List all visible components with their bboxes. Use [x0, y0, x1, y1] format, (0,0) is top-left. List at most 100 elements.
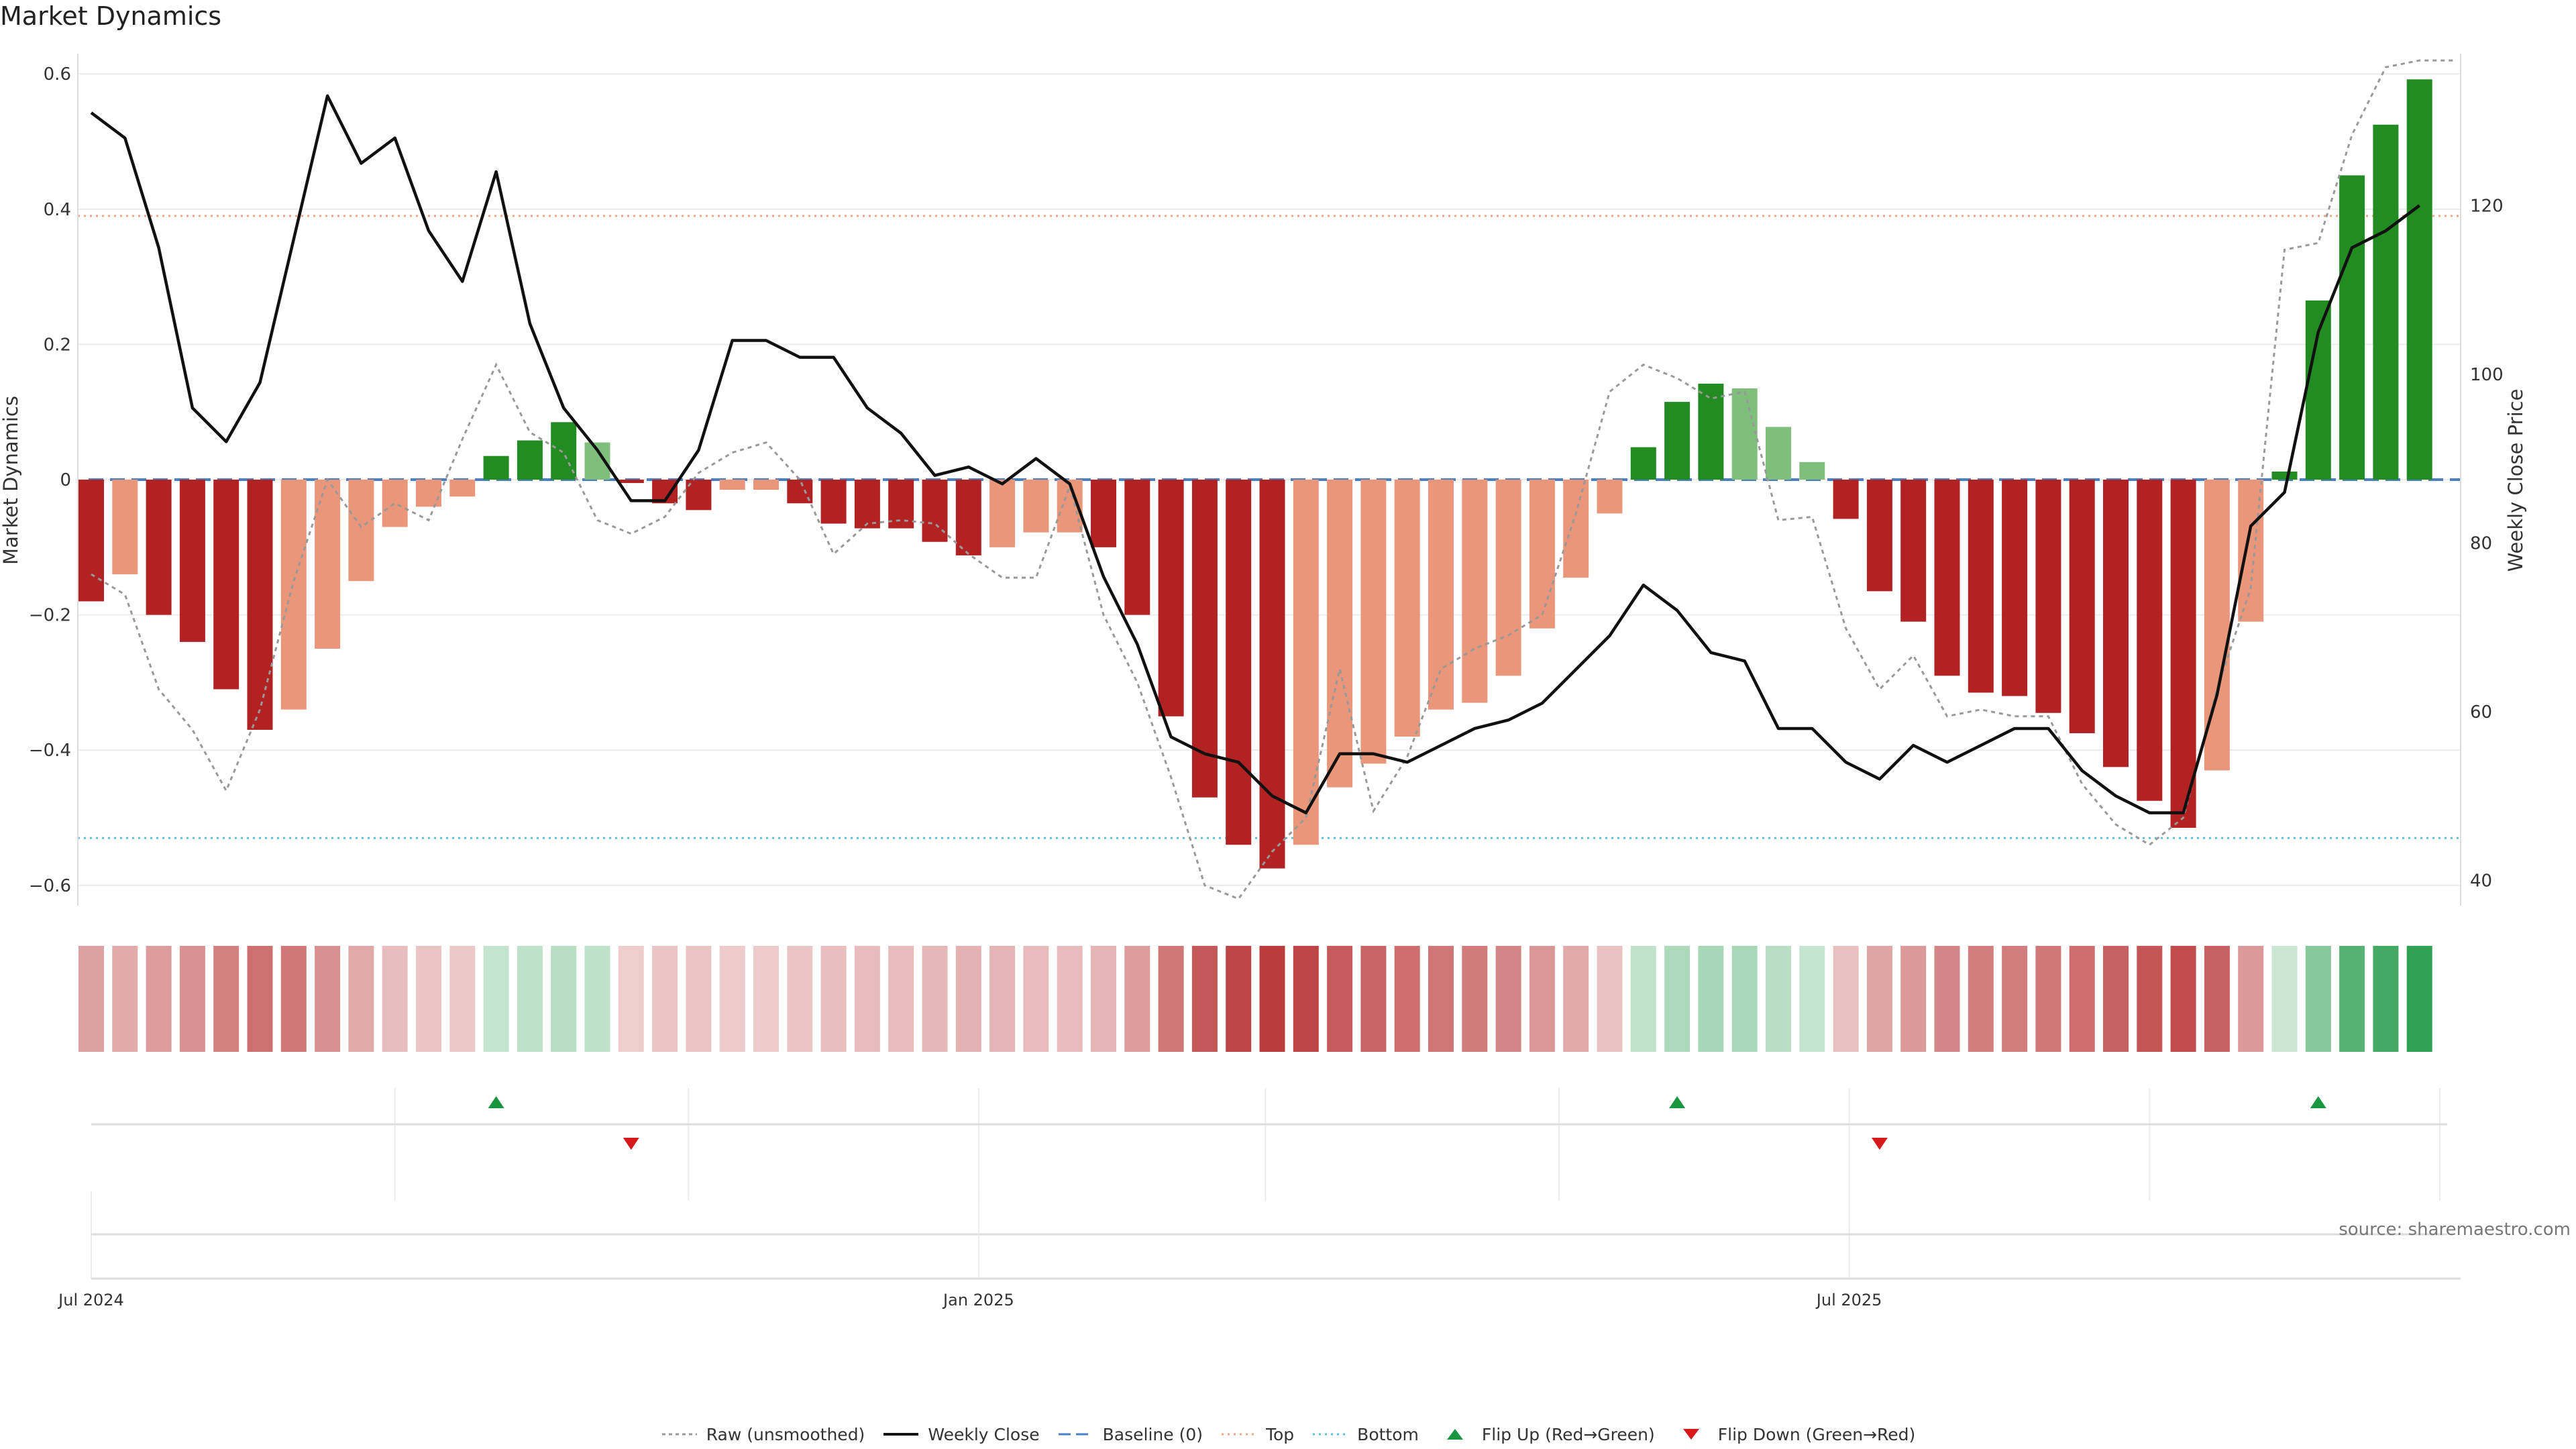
y2-axis-label: Weekly Close Price — [2504, 389, 2527, 572]
legend-label: Weekly Close — [928, 1424, 1040, 1444]
flip-markers-panel — [91, 1088, 2447, 1201]
momentum-bar — [1664, 402, 1690, 480]
momentum-bar — [618, 480, 644, 484]
legend-swatch-flip_down — [1682, 1429, 1699, 1440]
legend-item-close: Weekly Close — [882, 1424, 1040, 1444]
heat-cell — [1023, 946, 1049, 1052]
momentum-bar — [2238, 480, 2264, 622]
momentum-bar — [1091, 480, 1116, 547]
heat-cell — [2339, 946, 2365, 1052]
flip-down-marker — [623, 1138, 639, 1150]
source-credit: source: sharemaestro.com — [2339, 1220, 2571, 1240]
momentum-bar — [1023, 480, 1049, 533]
momentum-bar — [1293, 480, 1319, 845]
legend-swatch-top — [1221, 1433, 1256, 1436]
heat-cell — [2035, 946, 2061, 1052]
momentum-bar — [78, 480, 104, 602]
heat-cell — [213, 946, 239, 1052]
x-tick-label: Jul 2024 — [57, 1291, 124, 1309]
heat-cell — [1866, 946, 1892, 1052]
heat-cell — [179, 946, 205, 1052]
heat-cell — [652, 946, 678, 1052]
momentum-bar — [146, 480, 172, 615]
heat-cell — [1462, 946, 1488, 1052]
heat-cell — [2305, 946, 2331, 1052]
momentum-bar — [2137, 480, 2163, 801]
heat-cell — [1495, 946, 1521, 1052]
momentum-bar — [1226, 480, 1252, 845]
legend-item-raw: Raw (unsmoothed) — [661, 1425, 865, 1444]
heat-cell — [1563, 946, 1589, 1052]
legend-item-flip_down: Flip Down (Green→Red) — [1672, 1424, 1916, 1444]
heat-cell — [820, 946, 847, 1052]
bottom-panel: Jul 2024 Jan 2025 Jul 2025 — [57, 1191, 2461, 1309]
heat-cell — [2204, 946, 2230, 1052]
momentum-bar — [483, 455, 509, 480]
heat-cell — [1934, 946, 1960, 1052]
heat-cell — [989, 946, 1016, 1052]
momentum-bar — [247, 480, 273, 730]
momentum-bar — [1462, 480, 1488, 703]
momentum-bar — [820, 480, 847, 524]
momentum-bar — [1158, 480, 1184, 716]
heat-cell — [247, 946, 273, 1052]
heat-cell — [854, 946, 880, 1052]
heat-cell — [1327, 946, 1353, 1052]
heat-cell — [1091, 946, 1116, 1052]
heat-cell — [1124, 946, 1150, 1052]
heat-cell — [888, 946, 914, 1052]
heat-cell — [1799, 946, 1825, 1052]
heat-cell — [483, 946, 509, 1052]
weekly-close-series — [90, 94, 2421, 814]
momentum-bar — [888, 480, 914, 529]
heat-cell — [1428, 946, 1454, 1052]
weekly-close-line — [90, 94, 2421, 814]
heat-cell — [1394, 946, 1420, 1052]
heat-cell — [1597, 946, 1623, 1052]
heat-cell — [2002, 946, 2028, 1052]
momentum-bar — [315, 480, 341, 649]
heat-cell — [1259, 946, 1285, 1052]
momentum-bar — [2271, 471, 2298, 480]
legend-swatch-raw — [661, 1433, 697, 1436]
legend: Raw (unsmoothed) Weekly Close Baseline (0)… — [0, 1421, 2576, 1448]
legend-label: Flip Down (Green→Red) — [1717, 1424, 1916, 1444]
momentum-bar — [2373, 124, 2399, 480]
heat-cell — [787, 946, 813, 1052]
momentum-bar — [382, 480, 408, 527]
heat-strip — [78, 946, 2432, 1052]
momentum-bar — [517, 440, 543, 480]
heat-cell — [1900, 946, 1927, 1052]
heat-cell — [922, 946, 948, 1052]
momentum-bar — [1563, 480, 1589, 578]
momentum-bar — [348, 480, 374, 582]
flip-down-marker — [1871, 1138, 1888, 1150]
momentum-bar — [1833, 480, 1859, 519]
legend-swatch-flip_up — [1446, 1429, 1463, 1440]
heat-cell — [1158, 946, 1184, 1052]
y2-tick-label: 60 — [2470, 702, 2492, 722]
y-tick-label: 0.2 — [44, 335, 71, 355]
heat-cell — [1766, 946, 1791, 1052]
heat-cell — [1968, 946, 1994, 1052]
legend-item-baseline: Baseline (0) — [1057, 1425, 1203, 1444]
legend-item-flip_up: Flip Up (Red→Green) — [1436, 1425, 1655, 1444]
momentum-bar — [112, 480, 138, 575]
legend-label: Top — [1265, 1424, 1295, 1444]
heat-cell — [112, 946, 138, 1052]
heat-cell — [348, 946, 374, 1052]
momentum-bar — [1731, 388, 1758, 480]
heat-cell — [2170, 946, 2196, 1052]
flip-up-marker — [1669, 1096, 1686, 1108]
momentum-bar — [2170, 480, 2196, 828]
momentum-bar — [416, 480, 441, 507]
momentum-bar — [1360, 480, 1387, 764]
heat-cell — [584, 946, 610, 1052]
momentum-bar — [1428, 480, 1454, 710]
legend-label: Raw (unsmoothed) — [706, 1424, 865, 1444]
heat-cell — [719, 946, 745, 1052]
y2-tick-label: 100 — [2470, 365, 2504, 385]
heat-cell — [1664, 946, 1690, 1052]
momentum-bar — [1630, 447, 1656, 480]
heat-cell — [1360, 946, 1387, 1052]
